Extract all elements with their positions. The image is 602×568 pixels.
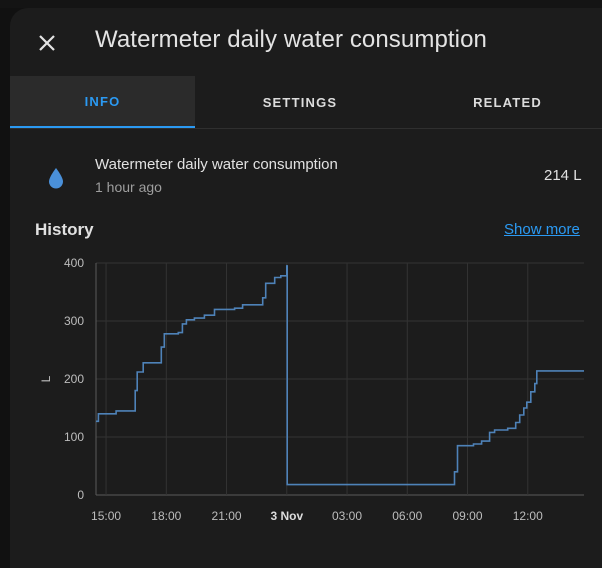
water-drop-icon <box>49 168 63 189</box>
x-axis-ticks: 15:00 18:00 21:00 3 Nov 03:00 06:00 09:00 12:00 <box>91 509 543 523</box>
show-more-link[interactable]: Show more <box>504 221 580 238</box>
x-tick-label: 03:00 <box>332 509 362 523</box>
y-tick-label: 200 <box>64 372 84 386</box>
backdrop <box>0 0 602 8</box>
tab-bar: INFO SETTINGS RELATED <box>10 76 602 129</box>
entity-state-value: 214 L <box>544 167 582 184</box>
x-tick-label: 15:00 <box>91 509 121 523</box>
tab-settings[interactable]: SETTINGS <box>262 94 338 110</box>
x-tick-label: 06:00 <box>392 509 422 523</box>
entity-last-changed: 1 hour ago <box>95 179 162 195</box>
x-tick-label: 12:00 <box>513 509 543 523</box>
y-axis-label: L <box>39 375 53 382</box>
x-tick-label: 21:00 <box>212 509 242 523</box>
series-line <box>96 265 584 486</box>
tab-info[interactable]: INFO <box>10 76 195 128</box>
tab-related[interactable]: RELATED <box>473 94 542 110</box>
close-icon <box>39 35 55 51</box>
close-button[interactable] <box>32 28 62 58</box>
dialog-header: Watermeter daily water consumption <box>10 8 602 76</box>
y-tick-label: 100 <box>64 430 84 444</box>
y-tick-label: 0 <box>77 488 84 502</box>
x-tick-label: 18:00 <box>151 509 181 523</box>
x-tick-label: 09:00 <box>453 509 483 523</box>
entity-state-row[interactable]: Watermeter daily water consumption 1 hou… <box>10 150 602 206</box>
y-tick-label: 400 <box>64 256 84 270</box>
y-axis-ticks: 0 100 200 300 400 <box>64 256 84 502</box>
y-tick-label: 300 <box>64 314 84 328</box>
entity-info-dialog: Watermeter daily water consumption INFO … <box>10 8 602 568</box>
entity-name: Watermeter daily water consumption <box>95 156 338 173</box>
history-heading: History <box>35 220 94 239</box>
dialog-title: Watermeter daily water consumption <box>95 26 487 53</box>
x-tick-label: 3 Nov <box>270 509 303 523</box>
chart-grid <box>95 262 584 496</box>
